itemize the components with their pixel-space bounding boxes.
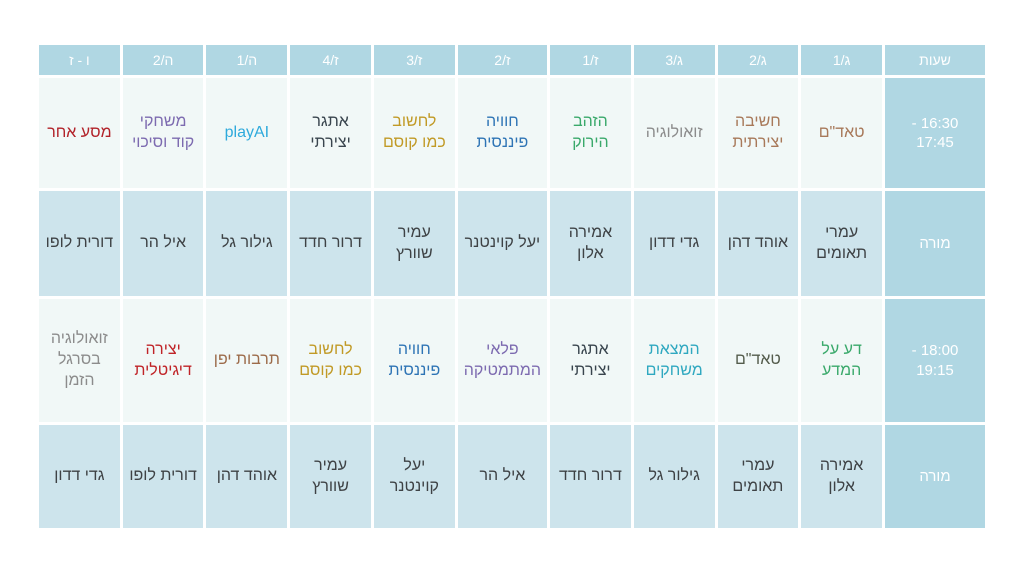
time-slot: 18:00 - 19:15	[885, 299, 985, 422]
class-cell: פלאי המתמטיקה	[457, 299, 548, 422]
class-cell: אתגר יצירתי	[550, 299, 631, 422]
teacher-cell: אוהד דהן	[717, 191, 799, 296]
teacher-cell: עמרי תאומים	[717, 425, 799, 528]
class-cell: מסע אחר	[39, 78, 120, 188]
column-header: ה/2	[122, 45, 204, 75]
teacher-cell: גדי דדון	[633, 191, 715, 296]
column-header: ו - ז	[39, 45, 120, 75]
teacher-cell: איל הר	[122, 191, 204, 296]
class-cell: זואולוגיה בסרגל הזמן	[39, 299, 120, 422]
class-cell: משחקי קוד וסיכוי	[122, 78, 204, 188]
column-header: ג/2	[717, 45, 799, 75]
column-header: ז/2	[457, 45, 548, 75]
teacher-cell: דרור חדד	[550, 425, 631, 528]
column-header: ז/4	[290, 45, 371, 75]
teacher-cell: איל הר	[457, 425, 548, 528]
class-cell: יצירה דיגיטלית	[122, 299, 204, 422]
class-cell: חשיבה יצירתית	[717, 78, 799, 188]
teacher-cell: דורית לופו	[122, 425, 204, 528]
teacher-cell: עמרי תאומים	[801, 191, 882, 296]
timetable: שעות ג/1 ג/2 ג/3 ז/1 ז/2 ז/3 ז/4 ה/1 ה/2 ו - ז 16:3…	[39, 45, 985, 528]
teacher-cell: גילור גל	[206, 191, 288, 296]
class-cell: תרבות יפן	[206, 299, 288, 422]
class-cell: playAI	[206, 78, 288, 188]
teacher-cell: אמירה אלון	[801, 425, 882, 528]
column-header: ז/1	[550, 45, 631, 75]
teacher-cell: יעל קוינטנר	[457, 191, 548, 296]
class-cell: הזהב הירוק	[550, 78, 631, 188]
class-cell: טאד"ם	[717, 299, 799, 422]
teacher-cell: דרור חדד	[290, 191, 371, 296]
column-header: ה/1	[206, 45, 288, 75]
time-slot: 16:30 - 17:45	[885, 78, 985, 188]
column-header: ג/1	[801, 45, 882, 75]
teacher-row-label: מורה	[885, 191, 985, 296]
teacher-cell: עמיר שוורץ	[290, 425, 371, 528]
teacher-cell: יעל קוינטנר	[373, 425, 455, 528]
class-cell: טאד"ם	[801, 78, 882, 188]
class-cell: לחשוב כמו קוסם	[373, 78, 455, 188]
teacher-cell: דורית לופו	[39, 191, 120, 296]
column-header: ג/3	[633, 45, 715, 75]
teacher-row-label: מורה	[885, 425, 985, 528]
column-header: ז/3	[373, 45, 455, 75]
class-cell: חוויה פיננסית	[373, 299, 455, 422]
teacher-cell: אמירה אלון	[550, 191, 631, 296]
teacher-cell: אוהד דהן	[206, 425, 288, 528]
class-cell: המצאת משחקים	[633, 299, 715, 422]
class-cell: חוויה פיננסית	[457, 78, 548, 188]
hours-header: שעות	[885, 45, 985, 75]
class-cell: לחשוב כמו קוסם	[290, 299, 371, 422]
teacher-cell: גילור גל	[633, 425, 715, 528]
class-cell: אתגר יצירתי	[290, 78, 371, 188]
class-cell: זואולוגיה	[633, 78, 715, 188]
teacher-cell: עמיר שוורץ	[373, 191, 455, 296]
teacher-cell: גדי דדון	[39, 425, 120, 528]
class-cell: דע על המדע	[801, 299, 882, 422]
